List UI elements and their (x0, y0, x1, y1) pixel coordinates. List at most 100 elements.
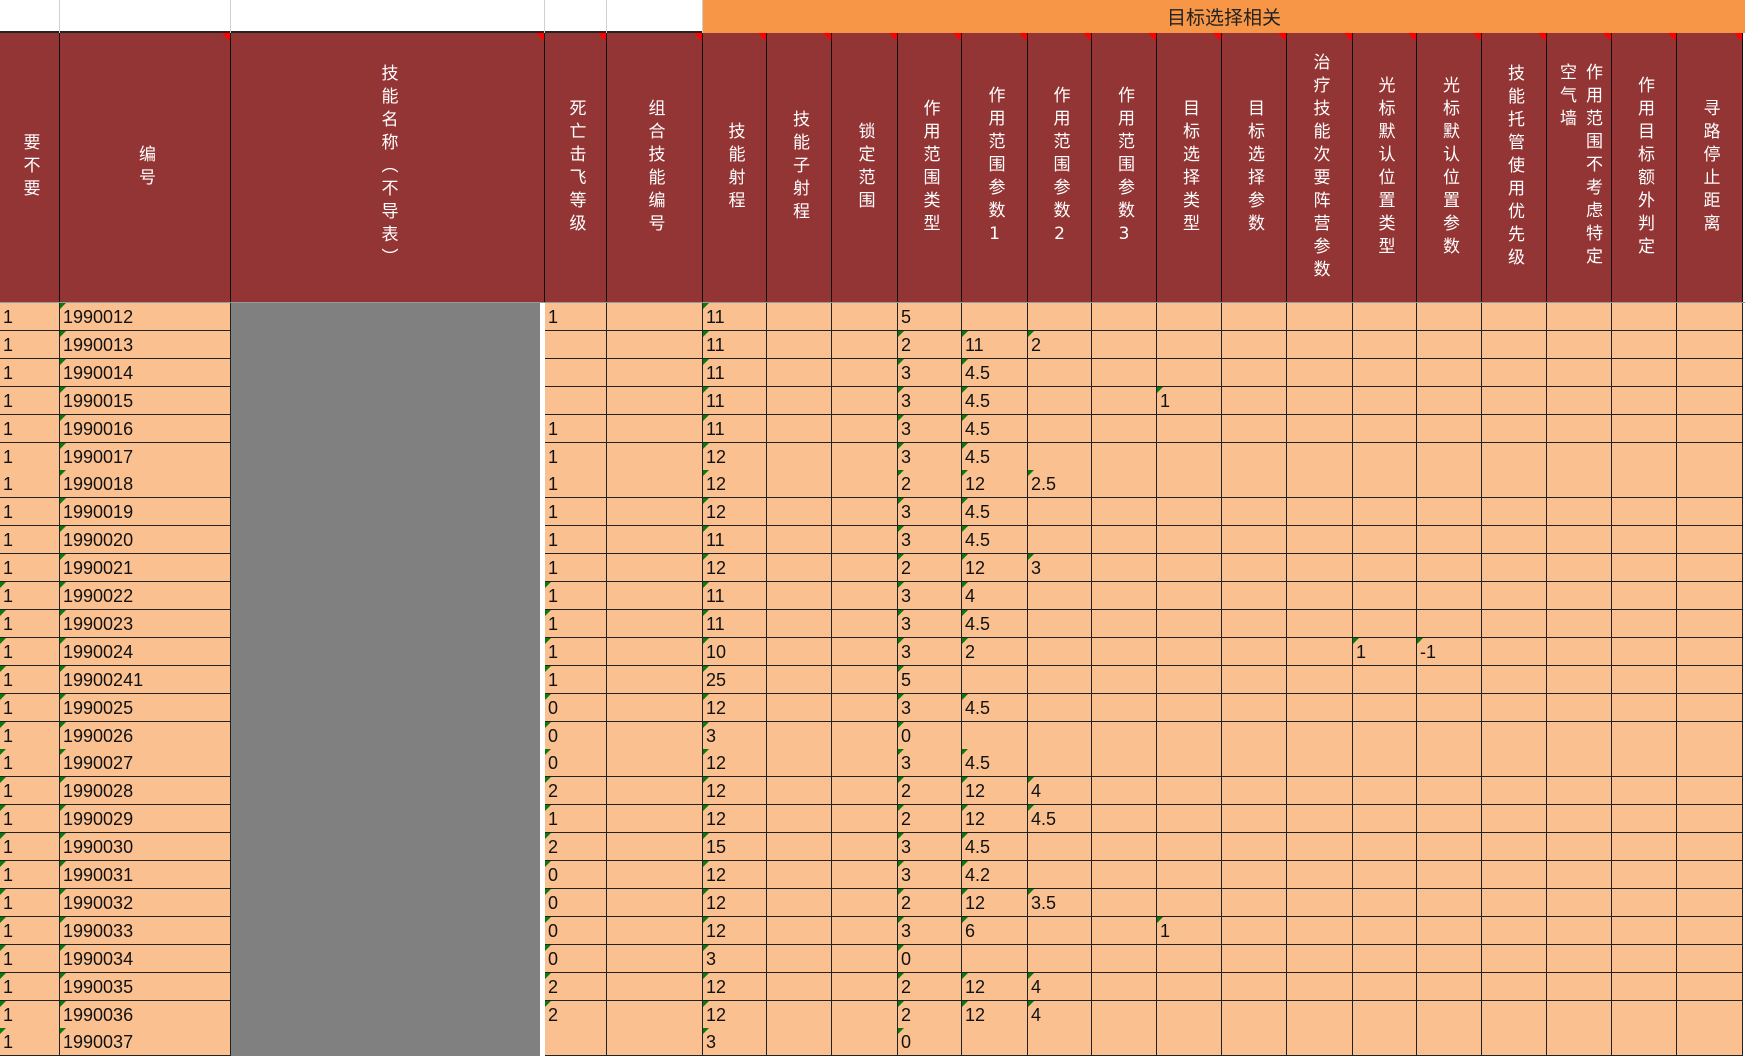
cell[interactable] (832, 330, 898, 359)
cell[interactable]: 12 (962, 972, 1028, 1001)
cell[interactable] (1092, 442, 1157, 471)
cell[interactable] (1482, 805, 1547, 834)
cell[interactable] (1092, 693, 1157, 722)
cell[interactable] (1287, 916, 1353, 945)
cell[interactable] (767, 582, 832, 610)
cell[interactable] (1547, 665, 1612, 694)
cell[interactable]: 3 (898, 526, 962, 555)
cell[interactable] (1612, 358, 1677, 387)
cell[interactable] (1417, 470, 1482, 499)
cell[interactable] (1677, 888, 1743, 917)
cell[interactable] (767, 721, 832, 750)
column-header[interactable]: 作用范围参数3 (1092, 33, 1157, 302)
cell[interactable] (607, 777, 703, 806)
cell[interactable] (1287, 358, 1353, 387)
masked-skill-name-cell[interactable] (231, 749, 540, 778)
cell[interactable] (1547, 944, 1612, 973)
cell[interactable] (1028, 637, 1092, 666)
cell[interactable] (832, 777, 898, 806)
cell[interactable] (1547, 582, 1612, 610)
cell[interactable] (1157, 358, 1222, 387)
cell[interactable] (1612, 888, 1677, 917)
cell[interactable] (1028, 498, 1092, 527)
cell[interactable] (1092, 386, 1157, 415)
cell[interactable] (1417, 972, 1482, 1001)
cell[interactable] (1417, 805, 1482, 834)
cell[interactable] (607, 721, 703, 750)
cell[interactable] (1612, 861, 1677, 889)
cell[interactable]: 1 (0, 944, 60, 973)
cell[interactable] (1287, 637, 1353, 666)
cell[interactable] (545, 1028, 607, 1056)
cell[interactable] (1222, 582, 1287, 610)
cell[interactable] (1287, 330, 1353, 359)
cell[interactable] (1417, 303, 1482, 331)
cell[interactable]: 25 (703, 665, 767, 694)
cell[interactable] (767, 442, 832, 471)
cell[interactable]: 1990014 (60, 358, 231, 387)
cell[interactable] (607, 442, 703, 471)
cell[interactable]: 1990022 (60, 582, 231, 610)
cell[interactable] (1157, 330, 1222, 359)
cell[interactable] (832, 749, 898, 778)
cell[interactable] (1353, 442, 1417, 471)
cell[interactable]: 1 (0, 749, 60, 778)
cell[interactable] (832, 833, 898, 862)
cell[interactable] (1353, 358, 1417, 387)
cell[interactable]: 4.2 (962, 861, 1028, 889)
cell[interactable] (1287, 665, 1353, 694)
cell[interactable] (607, 303, 703, 331)
cell[interactable]: 1 (0, 526, 60, 555)
cell[interactable] (1677, 609, 1743, 638)
cell[interactable]: 12 (962, 554, 1028, 583)
cell[interactable]: 1 (0, 498, 60, 527)
cell[interactable] (1547, 554, 1612, 583)
cell[interactable] (1612, 665, 1677, 694)
cell[interactable]: 0 (545, 749, 607, 778)
cell[interactable]: 1990016 (60, 414, 231, 443)
cell[interactable] (1417, 526, 1482, 555)
cell[interactable] (607, 609, 703, 638)
cell[interactable] (1157, 609, 1222, 638)
cell[interactable] (1677, 330, 1743, 359)
cell[interactable]: 1 (545, 554, 607, 583)
masked-skill-name-cell[interactable] (231, 526, 540, 555)
cell[interactable] (1353, 582, 1417, 610)
cell[interactable] (832, 498, 898, 527)
masked-skill-name-cell[interactable] (231, 888, 540, 917)
cell[interactable]: 2 (898, 1000, 962, 1029)
cell[interactable] (1222, 665, 1287, 694)
cell[interactable] (767, 749, 832, 778)
cell[interactable]: 1 (0, 358, 60, 387)
cell[interactable] (1222, 721, 1287, 750)
masked-skill-name-cell[interactable] (231, 861, 540, 889)
cell[interactable] (607, 861, 703, 889)
cell[interactable] (1157, 1000, 1222, 1029)
cell[interactable]: 1 (1157, 386, 1222, 415)
masked-skill-name-cell[interactable] (231, 944, 540, 973)
column-header[interactable]: 光标默认位置参数 (1417, 33, 1482, 302)
cell[interactable] (1092, 470, 1157, 499)
cell[interactable] (1287, 944, 1353, 973)
cell[interactable] (1092, 414, 1157, 443)
masked-skill-name-cell[interactable] (231, 637, 540, 666)
cell[interactable] (832, 386, 898, 415)
cell[interactable] (1417, 358, 1482, 387)
cell[interactable] (1092, 972, 1157, 1001)
masked-skill-name-cell[interactable] (231, 721, 540, 750)
cell[interactable]: 3 (898, 358, 962, 387)
cell[interactable] (1092, 721, 1157, 750)
cell[interactable] (545, 358, 607, 387)
column-header[interactable]: 组合技能编号 (607, 33, 703, 302)
cell[interactable]: 4 (1028, 777, 1092, 806)
masked-skill-name-cell[interactable] (231, 554, 540, 583)
cell[interactable] (1417, 330, 1482, 359)
cell[interactable]: 2 (898, 805, 962, 834)
cell[interactable] (767, 358, 832, 387)
cell[interactable] (1677, 554, 1743, 583)
cell[interactable]: 1990012 (60, 303, 231, 331)
cell[interactable] (1222, 749, 1287, 778)
cell[interactable] (1157, 888, 1222, 917)
cell[interactable]: 4.5 (1028, 805, 1092, 834)
cell[interactable] (1677, 916, 1743, 945)
